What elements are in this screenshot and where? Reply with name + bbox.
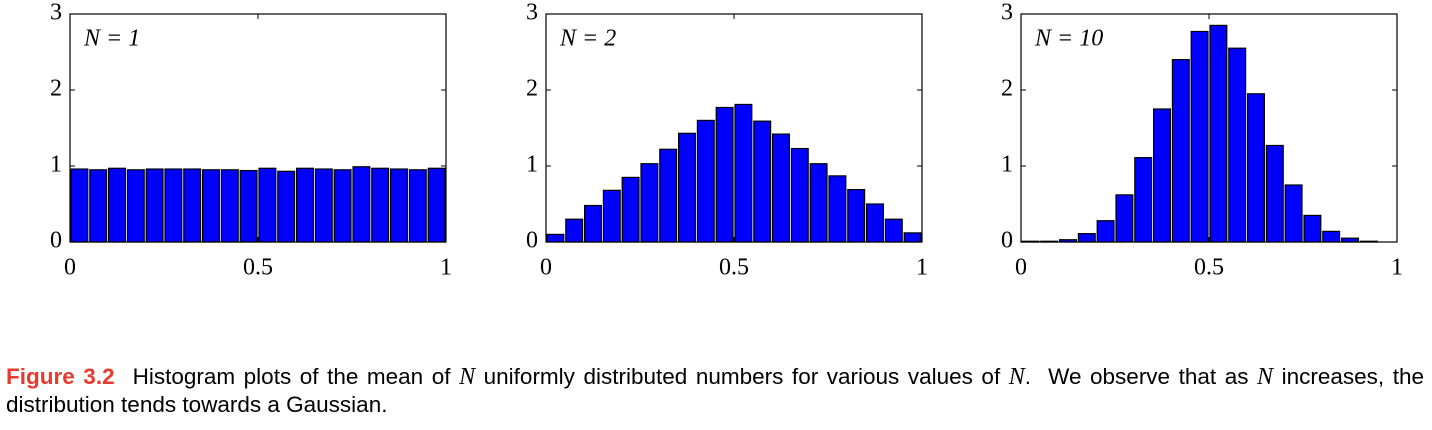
bar — [183, 168, 202, 243]
bar — [884, 218, 903, 243]
bar — [258, 167, 277, 243]
bar — [296, 167, 315, 243]
x-tick-label: 0.5 — [243, 255, 273, 281]
bar — [70, 168, 89, 243]
caption-text: Histogram plots of the mean of — [132, 364, 460, 389]
figure-label: Figure 3.2 — [6, 364, 115, 389]
bar — [790, 147, 809, 243]
bar — [1228, 47, 1247, 243]
bar — [89, 169, 108, 243]
x-tick-label: 0 — [540, 255, 552, 281]
y-tick-label: 3 — [50, 0, 62, 26]
bar — [1322, 230, 1341, 243]
bar — [1077, 233, 1096, 243]
bar — [602, 189, 621, 243]
caption-text: uniformly distributed numbers for variou… — [475, 364, 1009, 389]
annotation: N = 10 — [1034, 26, 1103, 52]
bar — [640, 163, 659, 243]
x-tick-label: 0.5 — [1194, 255, 1224, 281]
x-tick-label: 1 — [440, 255, 452, 281]
x-tick-label: 0 — [1015, 255, 1027, 281]
y-tick-label: 0 — [1001, 228, 1013, 254]
bar — [145, 168, 164, 243]
bar — [1115, 194, 1134, 243]
bar — [1134, 157, 1153, 243]
bar — [126, 169, 145, 243]
bar — [1190, 30, 1209, 243]
y-tick-label: 0 — [50, 228, 62, 254]
x-tick-label: 0 — [64, 255, 76, 281]
bar — [390, 168, 409, 243]
caption-text: . We observe that as — [1024, 364, 1258, 389]
bar — [1284, 184, 1303, 243]
bar — [333, 169, 352, 243]
bar — [621, 176, 640, 243]
bar — [583, 204, 602, 243]
bar — [828, 175, 847, 243]
bar — [903, 232, 922, 243]
x-tick-label: 0.5 — [719, 255, 749, 281]
y-tick-label: 1 — [50, 152, 62, 178]
bar — [677, 132, 696, 243]
bar — [164, 168, 183, 243]
x-tick-label: 1 — [916, 255, 928, 281]
caption-body: Histogram plots of the mean of N uniform… — [6, 364, 1430, 417]
bar — [202, 169, 221, 243]
y-tick-label: 2 — [526, 76, 538, 102]
bar — [696, 119, 715, 243]
bar — [1152, 108, 1171, 243]
caption-text: increases, the distribution tends toward… — [6, 364, 1431, 417]
bar — [847, 188, 866, 243]
y-tick-label: 1 — [1001, 152, 1013, 178]
bar — [753, 120, 772, 243]
bar — [1246, 93, 1265, 243]
bar — [546, 233, 565, 243]
y-tick-label: 3 — [526, 0, 538, 26]
y-tick-label: 0 — [526, 228, 538, 254]
bar — [715, 106, 734, 243]
caption-math: N — [1257, 364, 1274, 390]
bar — [277, 170, 296, 243]
caption-math: N — [459, 364, 476, 390]
bar — [371, 167, 390, 243]
bar — [865, 203, 884, 243]
caption: Figure 3.2 Histogram plots of the mean of… — [6, 363, 1424, 419]
bar — [565, 218, 584, 243]
bar — [408, 169, 427, 243]
bar — [1171, 58, 1190, 243]
bar — [771, 133, 790, 243]
bar — [239, 169, 258, 243]
y-tick-label: 3 — [1001, 0, 1013, 26]
bar — [314, 168, 333, 243]
bar — [659, 148, 678, 243]
caption-math: N — [1008, 364, 1025, 390]
bar — [809, 163, 828, 243]
y-tick-label: 2 — [1001, 76, 1013, 102]
y-tick-label: 1 — [526, 152, 538, 178]
bar — [220, 169, 239, 243]
bar — [734, 103, 753, 243]
bar — [1096, 220, 1115, 243]
bar — [352, 166, 371, 243]
annotation: N = 2 — [559, 26, 616, 52]
annotation: N = 1 — [83, 26, 140, 52]
bar — [1265, 144, 1284, 243]
y-tick-label: 2 — [50, 76, 62, 102]
bar — [427, 167, 446, 243]
x-tick-label: 1 — [1391, 255, 1403, 281]
bar — [1209, 24, 1228, 243]
bar — [1303, 214, 1322, 243]
bar — [107, 167, 126, 243]
